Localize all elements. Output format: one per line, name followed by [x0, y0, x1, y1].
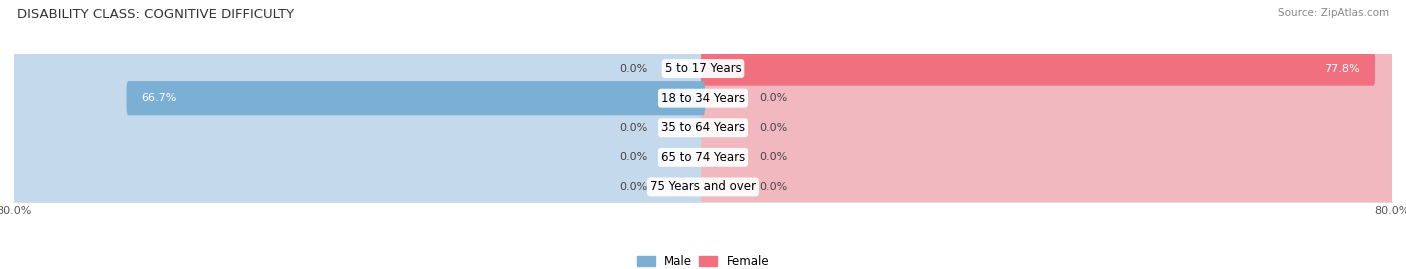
Text: 5 to 17 Years: 5 to 17 Years — [665, 62, 741, 75]
FancyBboxPatch shape — [702, 111, 1393, 145]
Text: 0.0%: 0.0% — [759, 182, 787, 192]
Text: 77.8%: 77.8% — [1324, 63, 1360, 74]
FancyBboxPatch shape — [13, 111, 704, 145]
Text: 66.7%: 66.7% — [142, 93, 177, 103]
FancyBboxPatch shape — [702, 140, 1393, 175]
FancyBboxPatch shape — [702, 51, 1375, 86]
FancyBboxPatch shape — [14, 83, 1392, 113]
Text: 75 Years and over: 75 Years and over — [650, 180, 756, 193]
Text: 0.0%: 0.0% — [619, 182, 647, 192]
Text: 0.0%: 0.0% — [759, 123, 787, 133]
Text: 35 to 64 Years: 35 to 64 Years — [661, 121, 745, 134]
Text: DISABILITY CLASS: COGNITIVE DIFFICULTY: DISABILITY CLASS: COGNITIVE DIFFICULTY — [17, 8, 294, 21]
Text: 65 to 74 Years: 65 to 74 Years — [661, 151, 745, 164]
Text: 0.0%: 0.0% — [619, 123, 647, 133]
Text: 0.0%: 0.0% — [619, 152, 647, 162]
Text: 18 to 34 Years: 18 to 34 Years — [661, 92, 745, 105]
FancyBboxPatch shape — [14, 54, 1392, 83]
FancyBboxPatch shape — [14, 113, 1392, 143]
FancyBboxPatch shape — [13, 140, 704, 175]
FancyBboxPatch shape — [127, 81, 704, 115]
Legend: Male, Female: Male, Female — [633, 250, 773, 269]
FancyBboxPatch shape — [702, 51, 1393, 86]
FancyBboxPatch shape — [702, 81, 1393, 115]
FancyBboxPatch shape — [13, 51, 704, 86]
Text: 0.0%: 0.0% — [759, 152, 787, 162]
FancyBboxPatch shape — [14, 172, 1392, 202]
FancyBboxPatch shape — [14, 143, 1392, 172]
FancyBboxPatch shape — [13, 170, 704, 204]
Text: 0.0%: 0.0% — [619, 63, 647, 74]
Text: Source: ZipAtlas.com: Source: ZipAtlas.com — [1278, 8, 1389, 18]
FancyBboxPatch shape — [702, 170, 1393, 204]
FancyBboxPatch shape — [13, 81, 704, 115]
Text: 0.0%: 0.0% — [759, 93, 787, 103]
